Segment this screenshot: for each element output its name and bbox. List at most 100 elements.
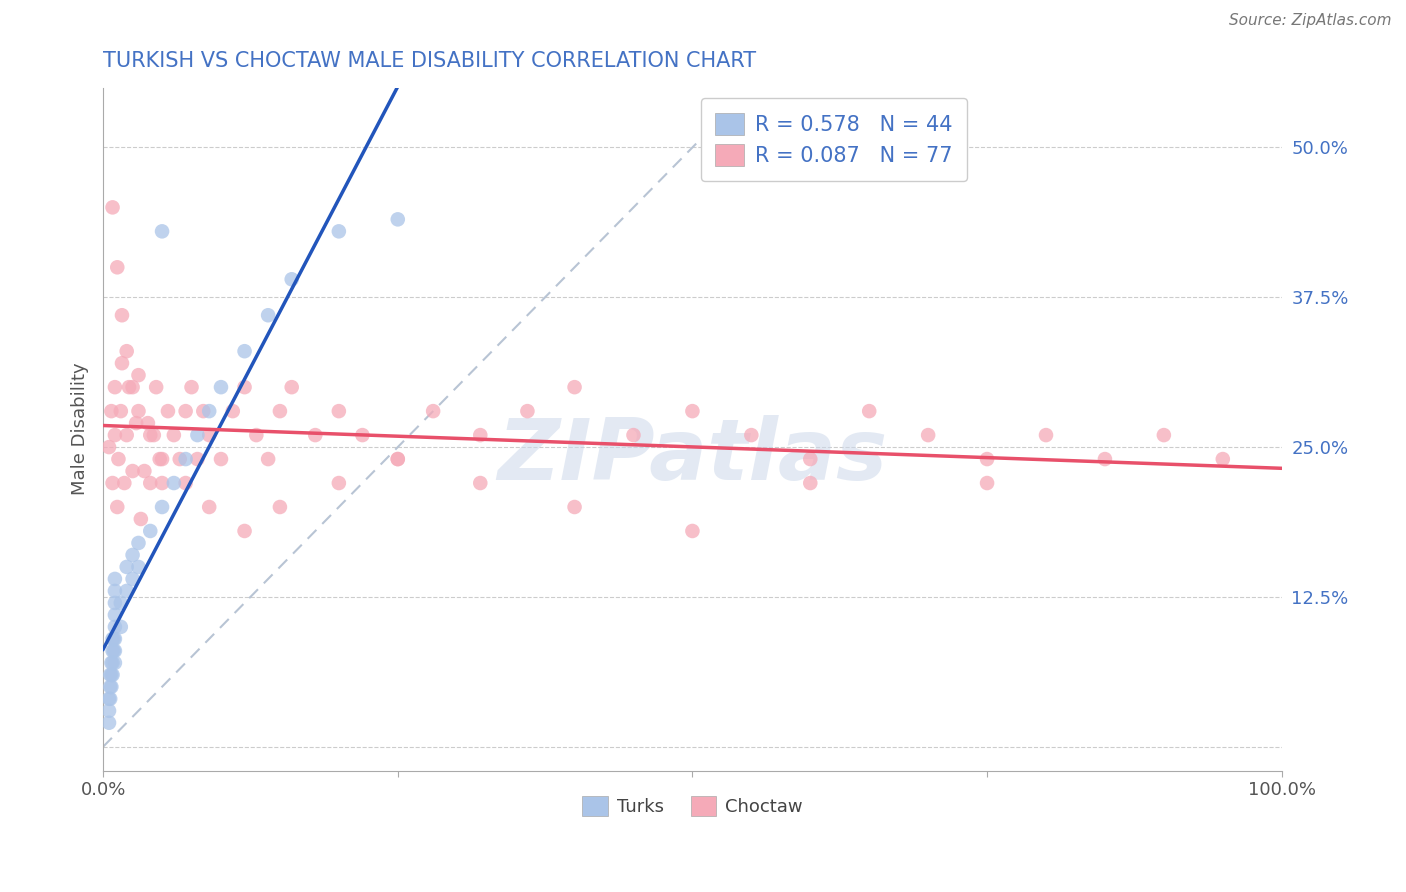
Point	[101, 644, 124, 658]
Point	[150, 476, 173, 491]
Text: ZIPatlas: ZIPatlas	[498, 415, 887, 498]
Point	[125, 416, 148, 430]
Text: TURKISH VS CHOCTAW MALE DISABILITY CORRELATION CHART: TURKISH VS CHOCTAW MALE DISABILITY CORRE…	[103, 51, 756, 70]
Point	[156, 404, 179, 418]
Y-axis label: Male Disability: Male Disability	[72, 363, 89, 495]
Point	[98, 440, 121, 454]
Point	[387, 212, 409, 227]
Point	[209, 380, 232, 394]
Point	[233, 380, 256, 394]
Point	[1153, 428, 1175, 442]
Point	[209, 452, 232, 467]
Point	[98, 691, 121, 706]
Point	[328, 476, 350, 491]
Point	[107, 452, 129, 467]
Point	[104, 583, 127, 598]
Point	[101, 656, 124, 670]
Point	[127, 560, 149, 574]
Point	[858, 404, 880, 418]
Point	[121, 464, 143, 478]
Point	[681, 524, 703, 538]
Point	[115, 560, 138, 574]
Point	[198, 500, 221, 514]
Point	[118, 380, 141, 394]
Point	[98, 680, 121, 694]
Point	[101, 632, 124, 646]
Point	[104, 644, 127, 658]
Point	[98, 704, 121, 718]
Point	[104, 620, 127, 634]
Point	[139, 524, 162, 538]
Point	[163, 428, 186, 442]
Point	[136, 416, 159, 430]
Point	[422, 404, 444, 418]
Point	[917, 428, 939, 442]
Point	[150, 224, 173, 238]
Point	[1035, 428, 1057, 442]
Point	[328, 224, 350, 238]
Point	[145, 380, 167, 394]
Point	[740, 428, 762, 442]
Point	[186, 452, 208, 467]
Point	[121, 548, 143, 562]
Legend: Turks, Choctaw: Turks, Choctaw	[575, 789, 810, 823]
Point	[198, 428, 221, 442]
Point	[1094, 452, 1116, 467]
Point	[976, 452, 998, 467]
Point	[104, 656, 127, 670]
Point	[564, 500, 586, 514]
Text: Source: ZipAtlas.com: Source: ZipAtlas.com	[1229, 13, 1392, 29]
Point	[110, 620, 132, 634]
Point	[163, 476, 186, 491]
Point	[269, 500, 291, 514]
Point	[127, 536, 149, 550]
Point	[100, 668, 122, 682]
Point	[280, 380, 302, 394]
Point	[101, 476, 124, 491]
Point	[104, 632, 127, 646]
Point	[111, 356, 134, 370]
Point	[115, 428, 138, 442]
Point	[101, 200, 124, 214]
Point	[105, 500, 128, 514]
Point	[98, 715, 121, 730]
Point	[100, 656, 122, 670]
Point	[104, 428, 127, 442]
Point	[1212, 452, 1234, 467]
Point	[104, 380, 127, 394]
Point	[623, 428, 645, 442]
Point	[387, 452, 409, 467]
Point	[115, 344, 138, 359]
Point	[799, 476, 821, 491]
Point	[198, 404, 221, 418]
Point	[110, 596, 132, 610]
Point	[127, 368, 149, 383]
Point	[799, 452, 821, 467]
Point	[193, 404, 215, 418]
Point	[139, 428, 162, 442]
Point	[149, 452, 172, 467]
Point	[470, 428, 492, 442]
Point	[257, 452, 280, 467]
Point	[174, 452, 197, 467]
Point	[142, 428, 165, 442]
Point	[127, 404, 149, 418]
Point	[150, 500, 173, 514]
Point	[328, 404, 350, 418]
Point	[115, 583, 138, 598]
Point	[174, 404, 197, 418]
Point	[111, 308, 134, 322]
Point	[104, 572, 127, 586]
Point	[110, 404, 132, 418]
Point	[387, 452, 409, 467]
Point	[139, 476, 162, 491]
Point	[121, 380, 143, 394]
Point	[304, 428, 326, 442]
Point	[257, 308, 280, 322]
Point	[222, 404, 245, 418]
Point	[105, 260, 128, 275]
Point	[104, 607, 127, 622]
Point	[352, 428, 374, 442]
Point	[100, 404, 122, 418]
Point	[681, 404, 703, 418]
